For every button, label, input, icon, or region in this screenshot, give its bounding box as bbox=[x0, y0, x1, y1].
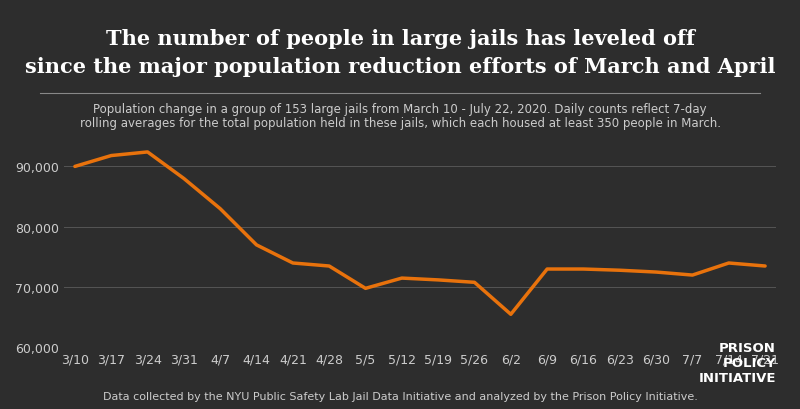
Text: The number of people in large jails has leveled off: The number of people in large jails has … bbox=[106, 29, 694, 49]
Text: Population change in a group of 153 large jails from March 10 - July 22, 2020. D: Population change in a group of 153 larg… bbox=[79, 102, 721, 130]
Text: PRISON
POLICY
INITIATIVE: PRISON POLICY INITIATIVE bbox=[698, 342, 776, 384]
Text: since the major population reduction efforts of March and April: since the major population reduction eff… bbox=[25, 57, 775, 77]
Text: Data collected by the NYU Public Safety Lab Jail Data Initiative and analyzed by: Data collected by the NYU Public Safety … bbox=[102, 391, 698, 401]
